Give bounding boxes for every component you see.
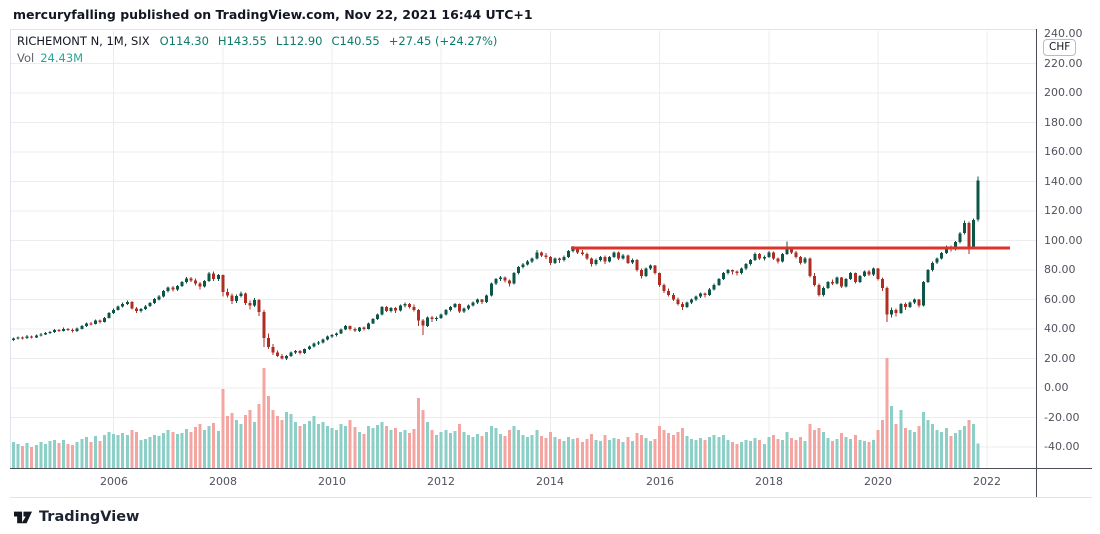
price-axis-label: 80.00 [1044,263,1076,276]
price-axis-label: 40.00 [1044,322,1076,335]
brand-name: TradingView [39,509,140,525]
price-axis-label: 20.00 [1044,351,1076,365]
legend-change: +27.45 (+24.27%) [388,34,498,48]
tradingview-logo[interactable]: TradingView [13,506,139,528]
legend-open: O114.30 [159,34,209,48]
year-label: 2006 [100,475,128,488]
year-label: 2022 [973,475,1001,488]
volume-value: 24.43M [40,51,84,65]
price-axis-label: 120.00 [1044,204,1083,217]
volume-bars-up [12,406,980,468]
legend-close: C140.55 [331,34,380,48]
price-axis-label: 140.00 [1044,174,1083,188]
year-label: 2008 [209,475,237,488]
candle-wicks-up [13,176,979,360]
year-label: 2012 [427,475,455,488]
candle-wicks-down [22,221,970,360]
currency-badge[interactable]: CHF [1043,39,1077,56]
price-axis-label: 180.00 [1044,115,1083,129]
year-label: 2010 [318,475,346,488]
resistance-line[interactable] [571,246,1010,250]
price-axis-label: 160.00 [1044,145,1083,158]
price-axis-label: 100.00 [1044,233,1083,247]
price-axis-label: 220.00 [1044,56,1083,70]
price-axis-line [1036,29,1037,497]
tradingview-mark-icon [14,511,32,524]
price-axis-label: 240.00 [1044,28,1083,40]
time-axis[interactable]: 2006 2008 2010 2012 2014 2016 2018 2020 2022 [10,468,1036,497]
plot-top-border [10,29,1036,30]
year-label: 2014 [536,475,564,488]
price-axis[interactable]: CHF 240.00 220.00 200.00 180.00 160.00 140.00… [1037,28,1099,497]
price-chart[interactable] [10,28,1036,497]
header-attribution: mercuryfalling published on TradingView.… [13,7,533,22]
gridlines [10,31,1036,468]
legend-symbol: RICHEMONT N, 1M, SIX [17,34,150,48]
year-label: 2020 [864,475,892,488]
volume-bars-down [21,358,971,468]
volume-label: Vol [17,51,35,65]
legend-volume: Vol 24.43M [17,51,83,65]
frame-bottom-border [10,497,1092,498]
price-axis-label: 0.00 [1044,381,1069,394]
price-axis-label: 200.00 [1044,86,1083,99]
legend-low: L112.90 [275,34,323,48]
chart-frame: RICHEMONT N, 1M, SIX O114.30 H143.55 L112.9… [10,28,1036,497]
year-label: 2016 [646,475,674,488]
plot-left-border [10,29,11,468]
price-axis-label: -20.00 [1044,410,1080,424]
price-axis-label: -40.00 [1044,440,1080,453]
price-axis-label: 60.00 [1044,292,1076,306]
time-axis-line [10,468,1092,469]
legend: RICHEMONT N, 1M, SIX O114.30 H143.55 L112.9… [17,34,506,48]
year-label: 2018 [755,475,783,488]
legend-high: H143.55 [217,34,267,48]
